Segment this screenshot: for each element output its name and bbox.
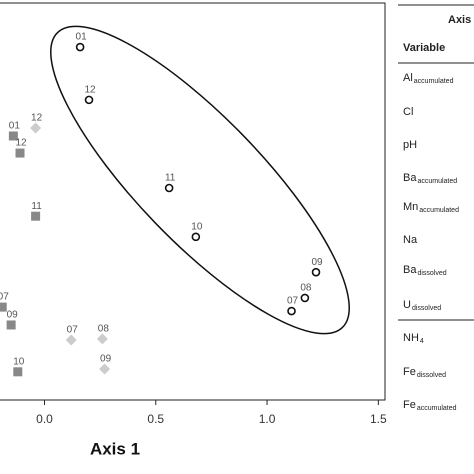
point [99,363,111,375]
point-label: 11 [31,201,42,212]
cell-base: Ba [403,264,417,276]
x-axis-title: Axis 1 [90,439,140,458]
point [96,333,108,345]
point-label: 01 [76,32,88,43]
cell-base: Ba [403,172,417,184]
cell-sub: dissolved [412,305,441,312]
cell-base: Cl [403,106,413,118]
cell-sub: accumulated [417,405,457,412]
point-label: 08 [98,324,110,335]
point-label: 10 [191,221,203,232]
point-label: 09 [100,354,112,365]
point-label: 09 [7,310,19,321]
point [84,95,94,105]
point-label: 07 [67,325,79,336]
cell-base: Fe [403,399,416,411]
point [30,122,42,134]
point [6,320,16,330]
point-label: 01 [9,121,21,132]
cell-base: Fe [403,366,416,378]
cell-sub: accumulated [414,78,454,85]
table-cell: Mnaccumulated [403,201,459,214]
table-cell: NH4 [403,332,424,345]
point [311,267,321,277]
point-label: 09 [311,257,323,268]
point [13,367,23,377]
cell-sub: dissolved [417,270,446,277]
point-label: 12 [15,138,27,149]
table-cell: Cl [403,106,413,118]
point-label: 07 [0,292,9,303]
point [31,211,41,221]
point-label: 11 [165,173,176,184]
table-header: Axis [448,14,471,26]
cell-sub: accumulated [419,207,459,214]
point [164,183,174,193]
point [75,42,85,52]
x-tick-label: 1.5 [370,412,387,426]
x-tick-label: 0.0 [36,412,53,426]
cell-base: Al [403,72,413,84]
point [287,306,296,316]
table-cell: Badissolved [403,264,447,277]
cell-sub: dissolved [417,372,446,379]
cell-sub: 4 [420,338,424,345]
table-cell: Fedissolved [403,366,446,379]
cell-base: pH [403,139,417,151]
table-cell: Udissolved [403,299,441,312]
point-label: 10 [13,356,25,367]
point [0,302,7,312]
point [15,148,25,158]
cell-base: U [403,299,411,311]
group-ellipse [50,25,350,335]
point-label: 12 [84,85,96,96]
cell-base: Mn [403,201,418,213]
plot-frame [0,2,386,401]
point [191,232,201,242]
table-cell: Baaccumulated [403,172,457,185]
table-cell: Alaccumulated [403,72,454,85]
x-tick-label: 0.5 [147,412,164,426]
table-cell: Na [403,234,418,246]
point-label: 08 [300,283,312,294]
point-label: 07 [287,296,299,307]
cell-base: NH [403,332,419,344]
table-header: Variable [403,42,445,54]
x-tick-label: 1.0 [259,412,276,426]
cell-base: Na [403,234,418,246]
point-label: 12 [31,113,43,124]
point [300,293,310,303]
table-cell: Feaccumulated [403,399,457,412]
table-cell: pH [403,139,417,151]
cell-sub: accumulated [417,178,457,185]
point [65,334,77,346]
point [8,131,18,141]
